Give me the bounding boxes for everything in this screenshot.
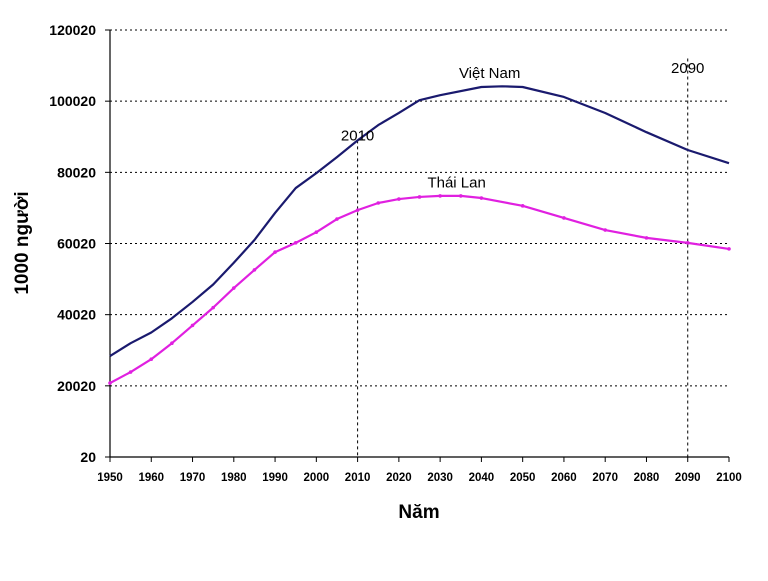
series-line-viet-nam	[109, 85, 730, 357]
x-tick-label: 1960	[138, 472, 164, 484]
x-axis-title: Năm	[398, 502, 439, 523]
annotation-label: 2090	[671, 60, 704, 77]
x-tick-label: 2100	[716, 472, 742, 484]
x-tick-label: 2070	[592, 472, 618, 484]
y-tick-label: 120020	[49, 22, 96, 38]
annotation-label: Việt Nam	[459, 65, 520, 82]
data-point	[376, 201, 381, 205]
reference-lines	[357, 58, 689, 457]
data-point	[562, 216, 566, 220]
data-point	[458, 194, 463, 198]
y-tick-label: 80020	[57, 164, 96, 180]
y-tick-label: 60020	[57, 236, 96, 252]
y-tick-label: 20	[80, 449, 96, 465]
series	[108, 85, 731, 385]
data-point	[252, 268, 257, 272]
x-tick-label: 2020	[386, 472, 412, 484]
annotation-label: 2010	[341, 127, 374, 144]
data-point	[293, 241, 298, 245]
data-point	[170, 341, 174, 346]
labels: Việt Nam Thái Lan 2010 2090	[341, 60, 705, 192]
data-point	[355, 208, 360, 212]
grid	[110, 29, 729, 387]
data-point	[417, 195, 422, 199]
x-tick-label: 1980	[221, 472, 247, 484]
y-tick-label: 20020	[57, 378, 96, 394]
x-tick-label: 2030	[427, 472, 453, 484]
x-tick-label: 2010	[345, 472, 371, 484]
y-tick-label: 100020	[49, 93, 96, 109]
data-point	[685, 241, 690, 245]
x-tick-label: 1990	[262, 472, 288, 484]
data-point	[273, 250, 277, 254]
x-tick-label: 2040	[469, 472, 495, 484]
axes: 20 20020 40020 60020 80020 100020 120020 1950 19…	[49, 22, 742, 484]
data-point	[397, 197, 401, 201]
x-tick-label: 2090	[675, 472, 701, 484]
data-point	[232, 286, 236, 290]
annotation-label: Thái Lan	[427, 175, 485, 192]
data-point	[211, 305, 215, 310]
x-tick-label: 1970	[180, 472, 206, 484]
y-axis-title: 1000 người	[12, 191, 33, 294]
data-point	[128, 370, 133, 374]
data-point	[727, 247, 731, 251]
x-tick-label: 2050	[510, 472, 536, 484]
data-point	[108, 381, 112, 385]
data-point	[520, 204, 525, 208]
x-tick-label: 1950	[97, 472, 123, 484]
data-point	[149, 357, 154, 362]
y-tick-label: 40020	[57, 307, 96, 323]
data-point	[438, 194, 442, 198]
data-point	[335, 217, 339, 221]
series-line-thai-lan	[109, 194, 730, 385]
data-point	[314, 230, 319, 234]
data-point	[479, 196, 484, 200]
data-point	[190, 323, 195, 328]
x-tick-label: 2060	[551, 472, 577, 484]
x-tick-label: 2080	[634, 472, 660, 484]
data-point	[644, 236, 649, 240]
data-point	[603, 228, 607, 232]
x-tick-label: 2000	[304, 472, 330, 484]
